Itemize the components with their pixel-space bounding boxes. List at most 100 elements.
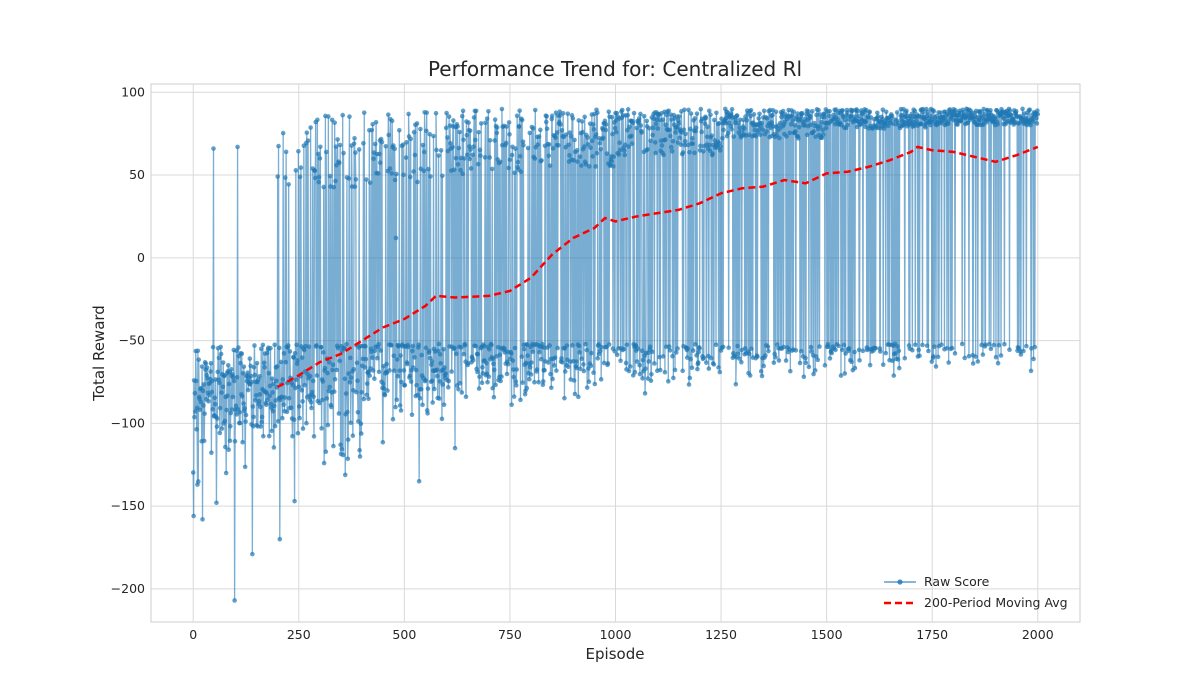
raw-score-point [295,358,300,363]
raw-score-point [764,129,769,134]
raw-score-point [363,344,368,349]
raw-score-point [320,379,326,384]
raw-score-point [1028,368,1034,374]
raw-score-point [403,155,409,160]
raw-score-point [429,359,435,364]
raw-score-point [354,360,360,366]
raw-score-point [314,343,319,348]
raw-score-point [358,431,364,436]
raw-score-point [485,379,490,385]
raw-score-point [241,401,246,406]
raw-score-point [389,171,395,176]
raw-score-point [301,347,307,353]
raw-score-point [811,371,816,377]
raw-score-point [214,424,220,429]
raw-score-point [513,146,518,151]
raw-score-point [547,163,553,168]
raw-score-point [509,402,514,408]
raw-score-point [421,168,427,174]
raw-score-point [445,385,451,390]
raw-score-point [662,369,668,375]
raw-score-point [305,138,311,143]
raw-score-point [271,381,276,387]
raw-score-point [330,367,335,373]
raw-score-point [269,428,275,434]
raw-score-point [450,144,455,150]
raw-score-point [773,109,779,115]
raw-score-point [721,127,726,133]
raw-score-point [261,360,267,366]
raw-score-point [331,184,337,190]
raw-score-point [233,403,239,409]
raw-score-point [201,382,207,387]
raw-score-point [816,107,821,113]
raw-score-point [475,161,481,167]
raw-score-point [417,395,423,401]
raw-score-point [464,132,470,138]
raw-score-point [473,108,479,114]
raw-score-point [209,450,214,456]
raw-score-point [333,178,338,184]
raw-score-point [391,353,397,359]
raw-score-point [331,443,336,449]
raw-score-point [342,345,347,351]
raw-score-point [219,390,224,395]
raw-score-point [372,376,377,381]
raw-score-point [256,398,262,404]
raw-score-point [757,111,762,117]
raw-score-point [839,347,845,353]
raw-score-point [353,177,359,182]
raw-score-point [322,365,328,371]
raw-score-point [978,109,984,115]
raw-score-point [827,356,833,361]
raw-score-point [466,120,471,125]
raw-score-point [437,352,443,357]
raw-score-point [995,361,1001,366]
raw-score-point [606,109,612,114]
raw-score-point [250,551,255,557]
raw-score-point [817,344,822,349]
raw-score-point [570,343,575,348]
raw-score-point [389,118,395,124]
raw-score-point [343,391,349,396]
raw-score-point [193,378,199,384]
raw-score-point [840,108,845,113]
raw-score-point [414,382,419,388]
raw-score-point [733,381,739,387]
raw-score-point [397,403,403,408]
raw-score-point [1028,122,1033,128]
raw-score-point [883,109,889,115]
raw-score-point [486,108,491,114]
raw-score-point [486,374,492,379]
raw-score-point [537,349,542,355]
raw-score-point [509,152,515,158]
raw-score-point [393,235,399,241]
raw-score-point [512,170,517,176]
raw-score-point [487,137,493,143]
raw-score-point [216,355,222,361]
raw-score-point [796,124,802,130]
raw-score-point [388,343,394,348]
raw-score-point [511,394,517,399]
x-tick-label: 750 [498,627,522,642]
raw-score-point [541,345,547,350]
raw-score-point [452,345,457,351]
raw-score-point [271,445,277,450]
raw-score-point [451,167,457,173]
raw-score-point [286,182,291,187]
raw-score-point [560,111,566,116]
raw-score-point [258,404,263,410]
raw-score-point [420,142,426,148]
raw-score-point [1024,343,1029,349]
raw-score-point [476,386,482,391]
raw-score-point [219,426,225,431]
raw-score-point [506,120,512,125]
raw-score-point [367,373,373,378]
raw-score-point [352,135,357,141]
raw-score-point [239,351,245,357]
raw-score-point [287,349,293,354]
raw-score-point [261,433,266,439]
raw-score-point [373,119,379,125]
raw-score-point [855,109,860,114]
raw-score-point [590,122,596,127]
